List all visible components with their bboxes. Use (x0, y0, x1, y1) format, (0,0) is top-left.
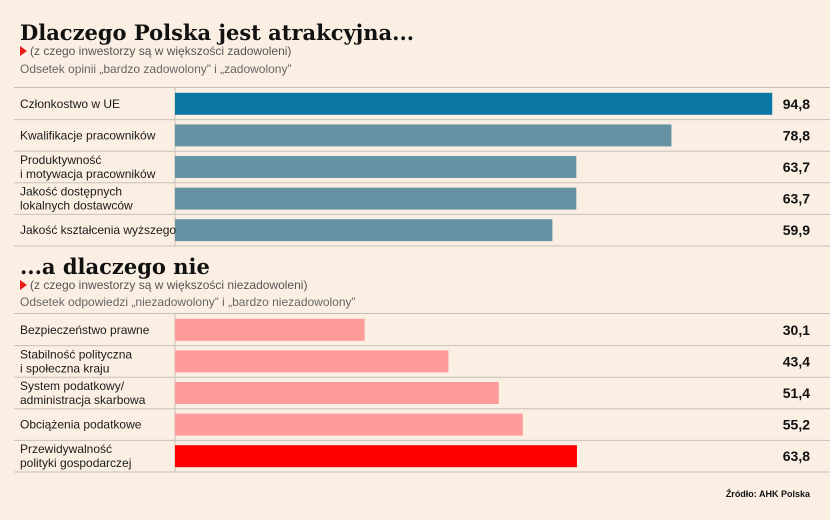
value-label: 63,7 (783, 191, 810, 207)
value-label: 43,4 (783, 353, 810, 369)
category-label-line: Jakość kształcenia wyższego (20, 223, 176, 237)
bar-1-5 (175, 219, 553, 242)
bar-2-3 (175, 382, 499, 404)
bar-2-2 (175, 350, 449, 373)
category-label-line: Bezpieczeństwo prawne (20, 323, 150, 337)
category-label-line: Produktywność (20, 153, 101, 167)
bar-1-4 (175, 187, 577, 210)
category-label-line: i motywacja pracowników (20, 167, 156, 181)
value-label: 63,8 (783, 448, 810, 464)
bar-1-1 (175, 92, 773, 115)
value-label: 59,9 (783, 222, 810, 238)
category-label: Bezpieczeństwo prawne (20, 323, 150, 337)
category-label-line: lokalnych dostawców (20, 199, 133, 213)
bar-1-2 (175, 124, 672, 147)
chart-1-measure: Odsetek opinii „bardzo zadowolony” i „za… (20, 62, 292, 76)
category-label-line: Jakość dostępnych (20, 185, 122, 199)
category-label: Jakość dostępnych lokalnych dostawców (20, 185, 133, 213)
chart-1-subtitle-text: (z czego inwestorzy są w większości zado… (30, 44, 292, 58)
value-label: 51,4 (783, 385, 810, 401)
chart-2-divider (14, 313, 830, 314)
category-label-line: Członkostwo w UE (20, 97, 120, 111)
chart-2-subtitle: (z czego inwestorzy są w większości niez… (20, 278, 307, 292)
chart-1-divider (14, 87, 830, 88)
chart-1-subtitle: (z czego inwestorzy są w większości zado… (20, 44, 291, 58)
chart-2-subtitle-text: (z czego inwestorzy są w większości niez… (30, 278, 308, 292)
category-label: System podatkowy/administracja skarbowa (20, 379, 146, 407)
category-label: Obciążenia podatkowe (20, 418, 142, 432)
red-triangle-icon (20, 46, 27, 56)
category-label-line: System podatkowy/ (20, 379, 125, 393)
value-label: 63,7 (783, 159, 810, 175)
red-triangle-icon (20, 280, 27, 290)
source-note: Źródło: AHK Polska (725, 489, 810, 499)
bar-1-3 (175, 156, 577, 178)
category-label-line: administracja skarbowa (20, 393, 146, 407)
category-label: Kwalifikacje pracowników (20, 128, 156, 142)
value-label: 30,1 (783, 322, 810, 338)
chart-1-title: Dlaczego Polska jest atrakcyjna... (20, 20, 415, 45)
bar-2-5 (175, 445, 577, 468)
value-label: 55,2 (783, 417, 810, 433)
bar-2-4 (175, 413, 523, 436)
category-label-line: Kwalifikacje pracowników (20, 128, 156, 142)
chart-2-title: ...a dlaczego nie (20, 254, 210, 279)
category-label: Jakość kształcenia wyższego (20, 223, 176, 237)
category-label: Stabilność polityczna i społeczna kraju (20, 347, 132, 375)
bar-2-1 (175, 318, 365, 341)
category-label: Produktywność i motywacja pracowników (20, 153, 156, 181)
value-label: 78,8 (783, 127, 810, 143)
category-label-line: polityki gospodarczej (20, 456, 131, 470)
chart-2-measure: Odsetek odpowiedzi „niezadowolony” i „ba… (20, 295, 356, 309)
category-label: Członkostwo w UE (20, 97, 120, 111)
category-label-line: i społeczna kraju (20, 361, 109, 375)
category-label-line: Obciążenia podatkowe (20, 418, 142, 432)
category-label: Przewidywalność polityki gospodarczej (20, 442, 131, 470)
category-label-line: Przewidywalność (20, 442, 112, 456)
category-label-line: Stabilność polityczna (20, 347, 132, 361)
value-label: 94,8 (783, 96, 810, 112)
